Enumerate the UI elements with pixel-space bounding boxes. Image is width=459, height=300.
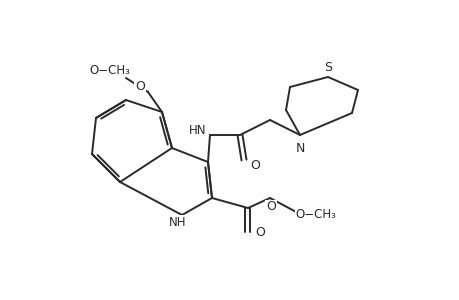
Text: O: O (265, 200, 275, 214)
Text: O: O (254, 226, 264, 238)
Text: N: N (295, 142, 304, 154)
Text: O−CH₃: O−CH₃ (295, 208, 336, 220)
Text: O−CH₃: O−CH₃ (90, 64, 130, 76)
Text: NH: NH (169, 215, 186, 229)
Text: HN: HN (189, 124, 206, 136)
Text: S: S (323, 61, 331, 74)
Text: O: O (135, 80, 145, 92)
Text: O: O (250, 158, 259, 172)
